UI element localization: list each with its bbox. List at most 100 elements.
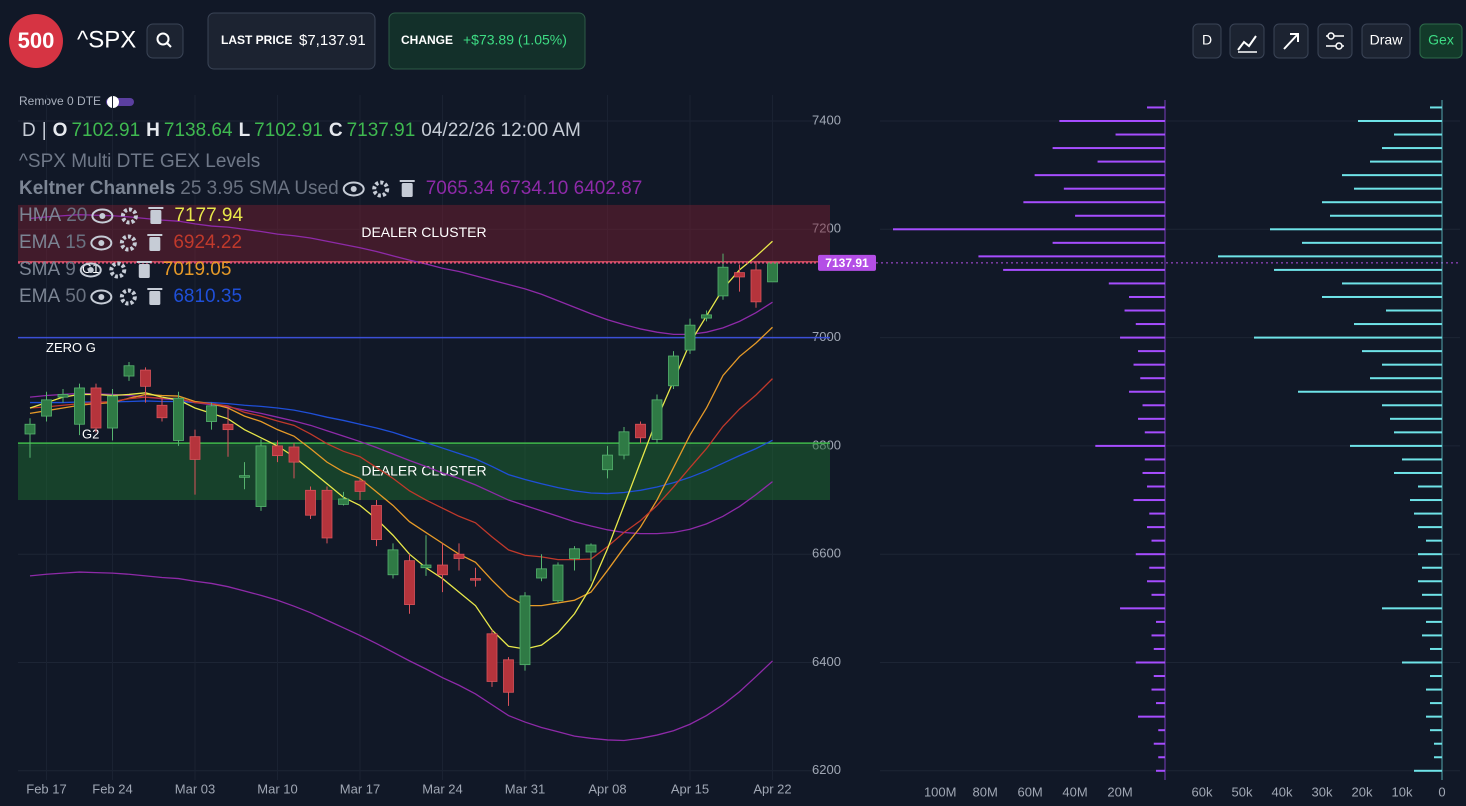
gex-bar: [1075, 214, 1165, 217]
delete-icon[interactable]: [401, 183, 413, 197]
visibility-icon[interactable]: [79, 262, 102, 278]
gex-bar: [1153, 647, 1165, 650]
indicator-line: [30, 400, 773, 495]
x-tick-label: Feb 24: [92, 781, 132, 796]
gex-button[interactable]: Gex: [1419, 23, 1463, 59]
histogram-tick-label: 30k: [1312, 784, 1333, 799]
visibility-icon[interactable]: [90, 235, 113, 251]
gex-bar: [1434, 742, 1442, 745]
visibility-icon[interactable]: [91, 208, 114, 224]
candle-body: [321, 489, 333, 539]
delete-icon[interactable]: [149, 237, 161, 251]
change-box: [388, 12, 586, 70]
delete-icon[interactable]: [138, 264, 150, 278]
gex-bar: [1386, 309, 1442, 312]
visibility-icon-pupil: [98, 240, 105, 246]
legend-part: 7102.91: [254, 120, 323, 141]
last-price-tag: [818, 254, 876, 271]
indicator-value: 6810.35: [173, 286, 242, 307]
gex-bar: [1358, 119, 1442, 122]
gex-bar: [1418, 526, 1442, 529]
visibility-icon-pupil: [87, 267, 94, 273]
candle-body: [701, 314, 712, 319]
visibility-icon[interactable]: [342, 181, 365, 197]
legend-part: 20: [66, 205, 87, 226]
gex-bar: [1149, 512, 1165, 515]
gex-bar: [893, 228, 1165, 231]
settings-button[interactable]: [1317, 23, 1353, 59]
gex-bar: [1120, 607, 1165, 610]
gex-bar: [1135, 553, 1165, 556]
gex-bar: [1402, 661, 1442, 664]
search-button[interactable]: [146, 23, 184, 59]
dealer-cluster-zone: [18, 443, 830, 501]
interval-button[interactable]: D: [1192, 23, 1222, 59]
gex-bar: [1422, 593, 1442, 596]
gex-bar: [1430, 729, 1442, 732]
draw-button[interactable]: Draw: [1361, 23, 1411, 59]
settings-icon[interactable]: [119, 234, 137, 252]
legend-part: H: [146, 120, 160, 141]
candle-body: [404, 560, 415, 605]
draw-button-label: Draw: [1370, 32, 1404, 48]
gex-bar: [1362, 350, 1442, 353]
gex-bar: [1390, 417, 1442, 420]
gex-bar: [1147, 580, 1165, 583]
delete-icon-lid: [136, 261, 152, 263]
candle-body: [437, 564, 448, 576]
gex-bar: [1254, 336, 1442, 339]
gex-bar: [1124, 309, 1165, 312]
histogram-tick-label: 20k: [1352, 784, 1373, 799]
trend-button[interactable]: [1273, 23, 1309, 59]
settings-icon[interactable]: [109, 261, 127, 279]
settings-icon[interactable]: [372, 180, 390, 198]
gex-bar: [1156, 769, 1165, 772]
indicator-line: [29, 378, 773, 561]
gex-bar: [1370, 377, 1442, 380]
change: +$73.89 (1.05%): [463, 32, 567, 48]
gex-bar: [1034, 174, 1165, 177]
visibility-icon[interactable]: [90, 289, 113, 305]
candle-body: [123, 365, 135, 377]
gex-bar: [1142, 404, 1165, 407]
y-tick-label: 6400: [812, 654, 841, 669]
indicators-button[interactable]: [1229, 23, 1265, 59]
gex-bar: [1151, 688, 1165, 691]
candle-body: [189, 436, 201, 460]
gex-bar: [1149, 566, 1165, 569]
gex-level-label: G2: [82, 427, 99, 442]
gex-bar: [1394, 471, 1442, 474]
delete-icon[interactable]: [149, 291, 161, 305]
legend-part: D: [22, 120, 36, 141]
gex-bar: [1153, 742, 1165, 745]
histogram-tick-label: 40k: [1272, 784, 1293, 799]
last-price: $7,137.91: [299, 32, 366, 49]
gex-bar: [1330, 214, 1442, 217]
gex-bar: [1382, 607, 1442, 610]
last-price-label: LAST PRICE: [221, 33, 292, 47]
gex-bar: [1138, 350, 1165, 353]
candle-body: [684, 324, 696, 351]
gex-bar: [1370, 160, 1442, 163]
gex-bar: [1322, 295, 1442, 298]
x-tick-label: Apr 22: [753, 781, 791, 796]
x-tick-label: Mar 24: [422, 781, 462, 796]
candle-body: [288, 446, 300, 463]
candle-body: [24, 423, 36, 435]
settings-icon[interactable]: [119, 288, 137, 306]
ohlc-row: D | O 7102.91 H 7138.64 L 7102.91 C 7137.91 04/22/…: [22, 120, 581, 141]
settings-icon[interactable]: [120, 207, 138, 225]
candle-body: [536, 568, 547, 579]
legend: D | O 7102.91 H 7138.64 L 7102.91 C 7137.91 04/22/…: [19, 120, 642, 307]
gex-bar: [1270, 228, 1442, 231]
gex-bar: [1410, 499, 1442, 502]
candle-body: [618, 431, 630, 456]
gex-bar: [1151, 539, 1165, 542]
legend-part: 7137.91: [347, 120, 416, 141]
gex-bar: [1142, 471, 1165, 474]
indicator-value: 7019.05: [163, 259, 232, 280]
delete-icon[interactable]: [150, 210, 162, 224]
gex-bar: [1147, 526, 1165, 529]
gex-bar: [1418, 485, 1442, 488]
